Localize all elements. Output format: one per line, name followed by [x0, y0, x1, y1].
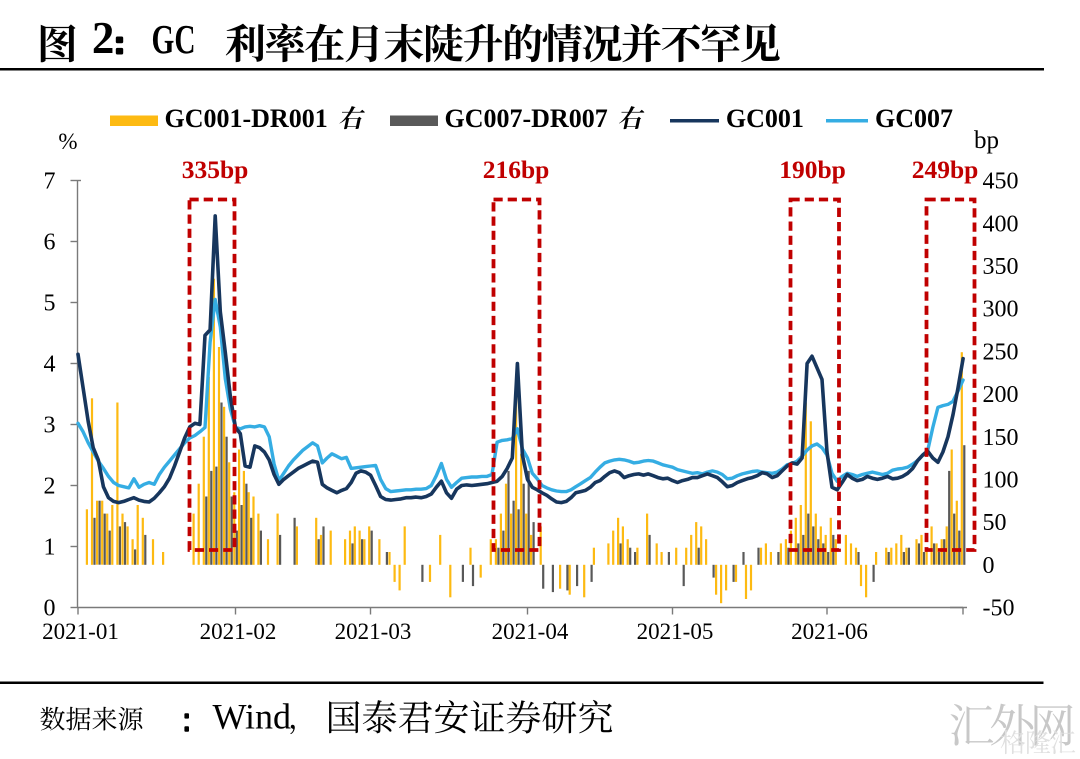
svg-text:2021-04: 2021-04	[492, 619, 569, 644]
svg-text:2: 2	[44, 474, 56, 500]
svg-text:1: 1	[44, 535, 56, 561]
svg-text:350: 350	[983, 254, 1019, 280]
svg-text:bp: bp	[974, 127, 999, 154]
svg-text:GC001-DR001: GC001-DR001	[165, 104, 328, 133]
svg-text:100: 100	[983, 468, 1019, 494]
svg-text:2: 2	[92, 13, 115, 63]
svg-text:GC007-DR007: GC007-DR007	[445, 104, 608, 133]
svg-text:450: 450	[983, 169, 1019, 195]
svg-text:0: 0	[983, 553, 995, 579]
svg-text:GC001: GC001	[726, 104, 804, 133]
svg-text:2021-02: 2021-02	[200, 619, 277, 644]
svg-text:GC007: GC007	[875, 104, 953, 133]
svg-text:335bp: 335bp	[182, 155, 249, 184]
svg-text:%: %	[58, 129, 77, 154]
svg-text:2021-06: 2021-06	[791, 619, 868, 644]
svg-text:GC: GC	[152, 16, 196, 62]
svg-text:2021-05: 2021-05	[637, 619, 714, 644]
svg-text:200: 200	[983, 382, 1019, 408]
svg-text:150: 150	[983, 425, 1019, 451]
svg-text:2021-01: 2021-01	[42, 619, 119, 644]
svg-text:2021-03: 2021-03	[335, 619, 412, 644]
svg-text:400: 400	[983, 211, 1019, 237]
svg-text:249bp: 249bp	[912, 155, 979, 184]
svg-text:190bp: 190bp	[779, 155, 846, 184]
svg-text:6: 6	[44, 230, 56, 256]
svg-text:Wind: Wind	[213, 696, 292, 736]
svg-text:4: 4	[44, 352, 56, 378]
svg-text:50: 50	[983, 510, 1007, 536]
svg-text:3: 3	[44, 413, 56, 439]
svg-text:300: 300	[983, 297, 1019, 323]
svg-text:216bp: 216bp	[483, 155, 550, 184]
svg-text:5: 5	[44, 291, 56, 317]
svg-text:0: 0	[44, 596, 56, 622]
svg-text:7: 7	[44, 169, 56, 195]
svg-text:250: 250	[983, 339, 1019, 365]
svg-text:-50: -50	[983, 596, 1015, 622]
